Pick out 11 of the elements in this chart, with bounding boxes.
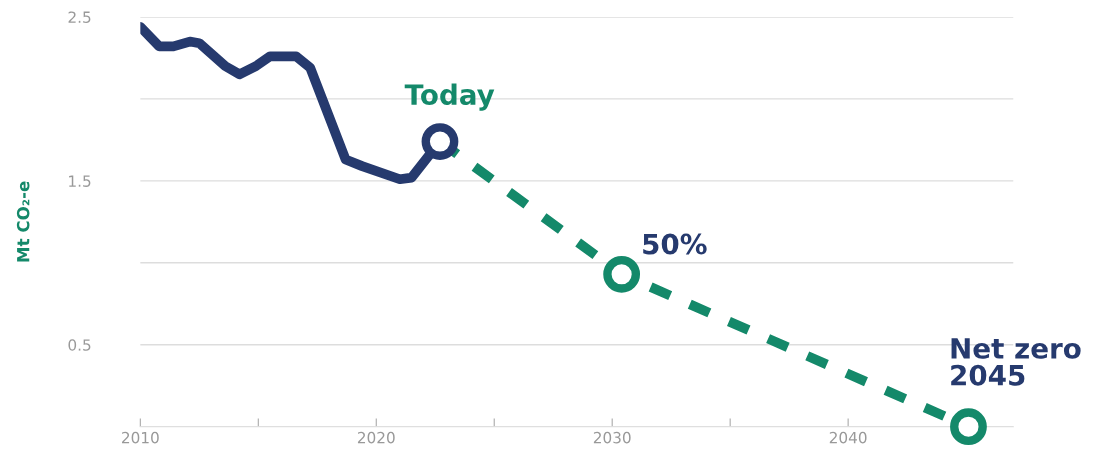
x-tick-label: 2020 <box>357 431 395 444</box>
y-tick-label: 1.5 <box>69 175 91 187</box>
x-tick-label: 2040 <box>829 431 867 444</box>
y-axis-title: Mt CO₂-e <box>16 181 30 262</box>
x-tick-label: 2030 <box>593 431 631 444</box>
x-tick-label: 2010 <box>122 431 159 444</box>
y-tick-label: 0.5 <box>68 339 91 351</box>
y-tick-label: 2.5 <box>68 11 91 23</box>
annotation: 50% <box>643 233 707 255</box>
annotation: Today <box>404 83 495 111</box>
annotation: Net zero 2045 <box>951 338 1081 386</box>
